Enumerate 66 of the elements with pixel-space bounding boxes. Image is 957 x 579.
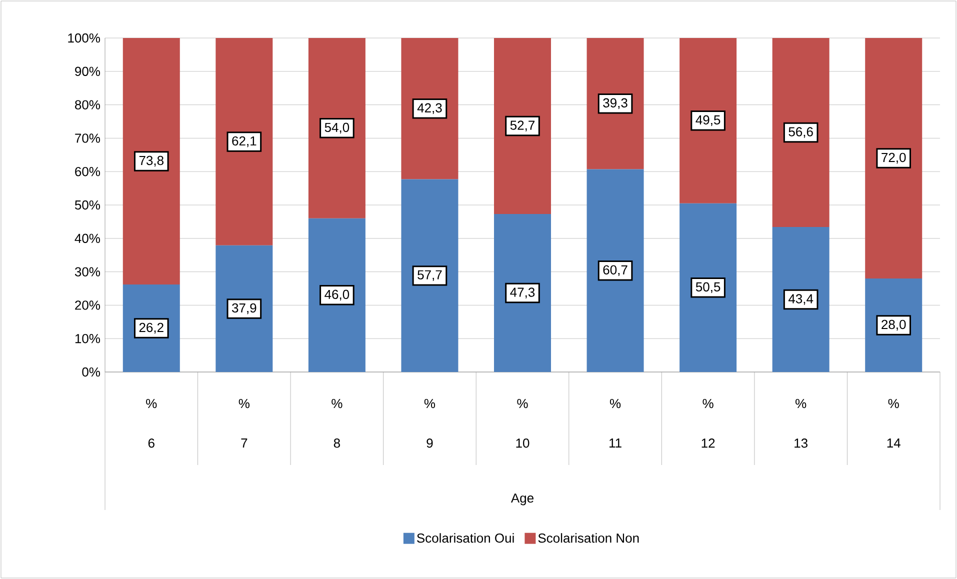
x-tick-label: 13 — [794, 438, 808, 448]
x-tick-label: 8 — [334, 438, 340, 448]
text: % — [238, 398, 250, 408]
bar — [122, 38, 180, 284]
text: % — [888, 398, 899, 408]
bar — [308, 218, 366, 372]
bar — [586, 38, 644, 170]
y-tick-label: 20% — [75, 300, 100, 310]
y-tick-label: 80% — [75, 100, 100, 110]
y-tick-label: 40% — [74, 234, 100, 243]
bar — [401, 179, 458, 372]
x-tick-label: 14 — [887, 438, 900, 448]
data-label: 46,0 — [324, 290, 350, 301]
text: % — [424, 398, 436, 408]
bar — [586, 169, 644, 372]
data-label: 42,3 — [417, 103, 442, 114]
bar — [772, 227, 830, 372]
data-label: 56,6 — [788, 127, 813, 138]
y-tick-label: 50% — [74, 200, 100, 210]
x-tick-label: 11 — [610, 438, 622, 448]
text: % — [610, 398, 621, 408]
bar — [680, 38, 737, 204]
data-label: 43,4 — [788, 294, 814, 305]
bar — [865, 38, 922, 278]
x-tick-label: 9 — [426, 438, 433, 448]
data-label: 52,7 — [510, 120, 534, 132]
text: % — [332, 398, 342, 408]
y-tick-label: 70% — [75, 134, 100, 143]
data-label: 37,9 — [232, 303, 256, 314]
bar — [494, 38, 551, 214]
legend-label: Scolarisation Non — [538, 533, 639, 543]
text: % — [146, 398, 157, 408]
data-label: 57,7 — [418, 270, 442, 281]
text: % — [796, 398, 806, 408]
data-label: 73,8 — [139, 156, 164, 167]
data-label: 54,0 — [324, 122, 350, 134]
x-axis-title: Age — [510, 494, 534, 506]
bar — [772, 38, 830, 228]
y-tick-label: 100% — [68, 33, 100, 43]
x-tick-label: 10 — [516, 438, 530, 448]
bar — [680, 203, 737, 372]
data-label: 72,0 — [882, 152, 906, 164]
data-label: 50,5 — [696, 282, 720, 294]
x-tick-label: 7 — [241, 438, 248, 448]
y-tick-label: 90% — [75, 66, 100, 76]
y-tick-label: 10% — [75, 334, 100, 344]
data-label: 47,3 — [510, 288, 535, 298]
data-label: 26,2 — [139, 322, 164, 334]
x-tick-label: 12 — [702, 438, 715, 448]
bar — [216, 38, 273, 246]
y-tick-label: 30% — [74, 267, 100, 276]
text: % — [517, 398, 528, 408]
bar — [308, 38, 366, 218]
y-tick-label: 60% — [75, 166, 100, 176]
bar — [401, 38, 458, 180]
text: % — [702, 398, 714, 408]
data-label: 28,0 — [882, 320, 906, 331]
bar — [216, 245, 273, 372]
data-label: 60,7 — [603, 265, 628, 276]
legend-label: Scolarisation Oui — [417, 533, 514, 543]
data-label: 49,5 — [696, 115, 720, 126]
data-label: 62,1 — [232, 136, 256, 148]
data-label: 39,3 — [603, 98, 628, 109]
bar — [494, 214, 551, 372]
y-tick-label: 0% — [82, 367, 100, 377]
x-tick-label: 6 — [148, 438, 154, 448]
